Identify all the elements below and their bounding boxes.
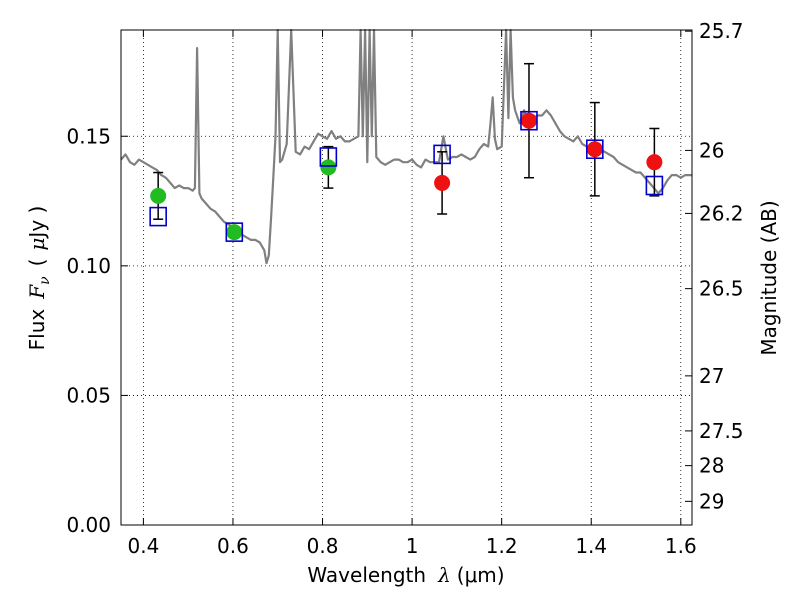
y2-axis-label: Magnitude (AB)	[757, 200, 781, 355]
y2-tick-label: 27	[699, 364, 724, 388]
y2-tick-label: 25.7	[699, 19, 744, 43]
red-data-point	[586, 141, 603, 158]
model-boxes-series	[149, 110, 664, 242]
red-points-series	[434, 112, 663, 191]
y2-tick-label: 29	[699, 489, 724, 513]
red-data-point	[520, 112, 537, 129]
x-tick-label: 0.8	[307, 534, 339, 558]
green-data-point	[226, 224, 243, 241]
green-data-point	[320, 159, 337, 176]
spectrum-series	[120, 28, 692, 265]
x-tick-label: 0.6	[217, 534, 249, 558]
y-axis-left: 0.00 0.05 0.10 0.15	[66, 124, 128, 537]
y2-tick-label: 28	[699, 454, 724, 478]
y-axis-label: FluxFν(μJy )	[25, 206, 53, 351]
red-data-point	[434, 174, 451, 191]
green-points-series	[150, 159, 337, 241]
y2-tick-label: 26	[699, 138, 724, 162]
y-tick-label: 0.05	[66, 383, 111, 407]
error-bars	[153, 62, 660, 239]
y-tick-label: 0.00	[66, 513, 111, 537]
x-tick-label: 1.4	[575, 534, 607, 558]
y2-tick-label: 26.5	[699, 277, 744, 301]
y-axis-right: 25.7 26 26.2 26.5 27 27.5 28 29	[685, 19, 744, 513]
x-tick-label: 1.6	[665, 534, 697, 558]
x-axis: 0.4 0.6 0.8 1 1.2 1.4 1.6	[127, 30, 697, 558]
model-box-marker	[645, 175, 664, 196]
x-tick-label: 1.2	[486, 534, 518, 558]
y2-tick-label: 27.5	[699, 419, 744, 443]
plot-frame	[120, 29, 693, 526]
model-box-marker	[319, 147, 338, 167]
red-data-point	[646, 154, 663, 171]
y2-tick-label: 26.2	[699, 201, 744, 225]
spectrum-line	[120, 28, 692, 265]
model-box-marker	[586, 139, 604, 160]
y-tick-label: 0.10	[66, 254, 111, 278]
model-box-marker	[433, 144, 451, 165]
y-tick-label: 0.15	[66, 124, 111, 148]
x-axis-label: Wavelength λ (μm)	[307, 563, 504, 587]
grid	[121, 30, 692, 526]
model-box-marker	[225, 222, 244, 242]
x-tick-label: 0.4	[127, 534, 159, 558]
x-tick-label: 1	[406, 534, 419, 558]
model-box-marker	[520, 110, 538, 131]
model-box-marker	[149, 206, 167, 227]
green-data-point	[150, 187, 167, 204]
